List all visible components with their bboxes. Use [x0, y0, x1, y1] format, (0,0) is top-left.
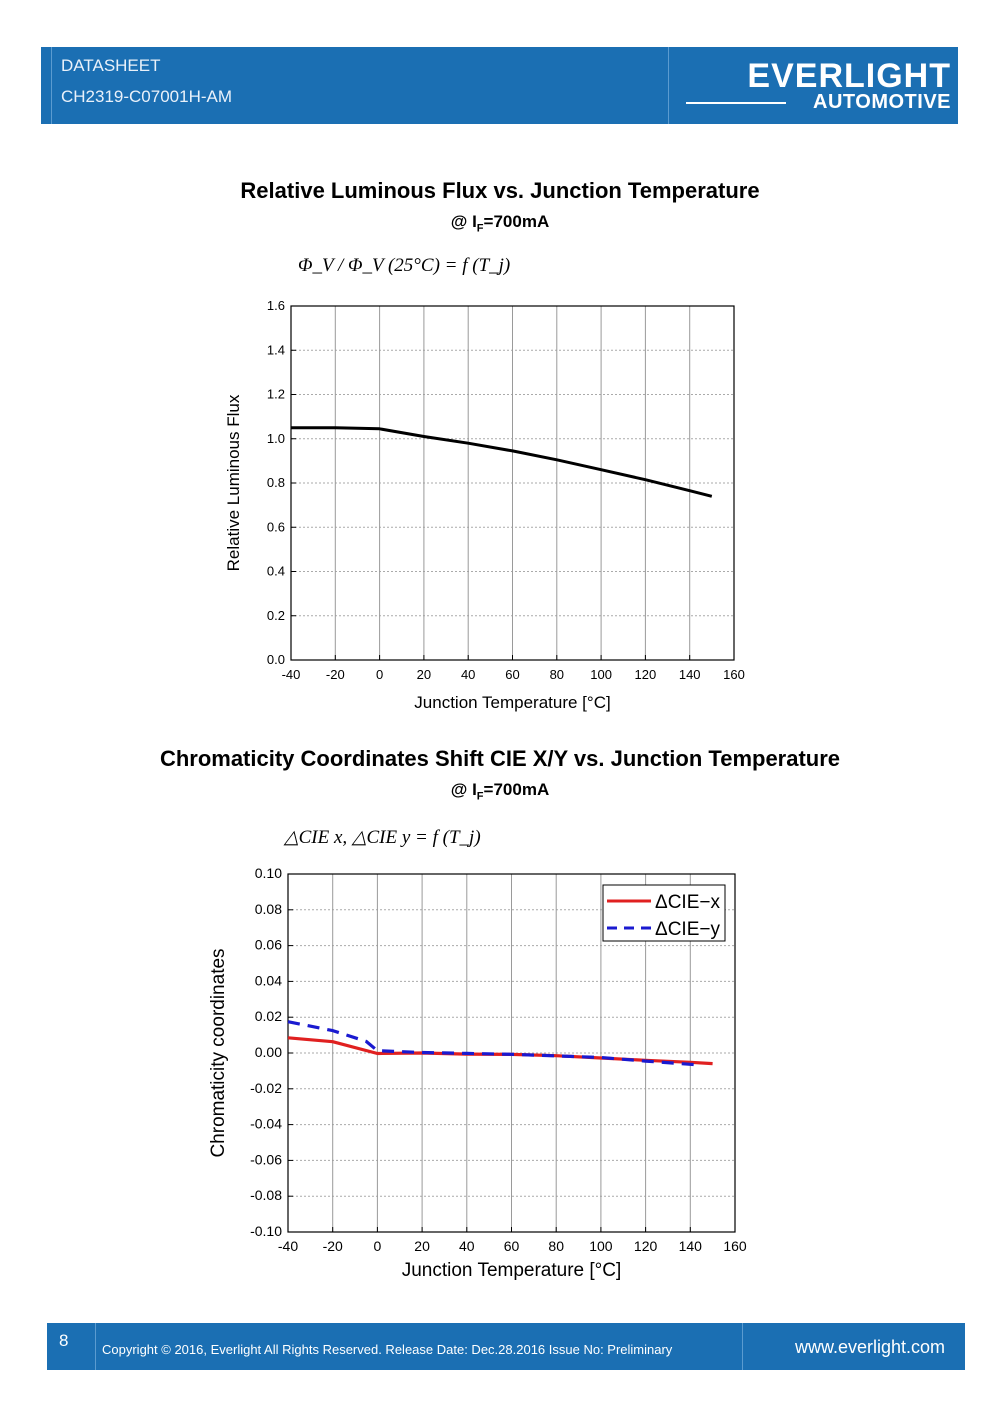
x-tick-label: 100 [590, 667, 612, 682]
y-tick-label: 1.4 [267, 342, 285, 357]
y-tick-label: -0.06 [250, 1151, 282, 1167]
footer-divider [742, 1323, 743, 1370]
x-tick-label: 0 [374, 1238, 382, 1254]
chart2-formula: △CIE x, △CIE y = f (T_j) [284, 827, 481, 848]
chart2-title: Chromaticity Coordinates Shift CIE X/Y v… [159, 746, 841, 771]
x-axis-label: Junction Temperature [°C] [414, 693, 610, 712]
x-tick-label: 100 [589, 1238, 613, 1254]
everlight-logo: EVERLIGHT AUTOMOTIVE [681, 55, 951, 117]
copyright-text: Copyright © 2016, Everlight All Rights R… [102, 1342, 673, 1357]
header-divider [668, 47, 669, 124]
brand-rule [686, 102, 786, 104]
y-tick-label: 0.0 [267, 652, 285, 667]
y-axis-label: Relative Luminous Flux [224, 394, 243, 571]
legend-box [602, 884, 726, 942]
x-tick-label: 80 [548, 1238, 564, 1254]
x-tick-label: 160 [723, 667, 745, 682]
series-line [291, 426, 713, 498]
x-tick-label: 0 [376, 667, 383, 682]
footer-bar: 8 Copyright © 2016, Everlight All Rights… [47, 1323, 965, 1370]
x-tick-label: -20 [326, 667, 345, 682]
x-tick-label: 80 [550, 667, 564, 682]
header-divider [51, 47, 52, 124]
chart1-title: Relative Luminous Flux vs. Junction Temp… [240, 178, 760, 203]
x-tick-label: 60 [504, 1238, 520, 1254]
website-link[interactable]: www.everlight.com [794, 1337, 945, 1357]
y-axis-label: Chromaticity coordinates [208, 948, 229, 1157]
datasheet-label: DATASHEET [61, 56, 161, 75]
y-tick-label: 1.6 [267, 298, 285, 313]
chart1-subtitle: @ IF=700mA [450, 212, 550, 235]
x-tick-label: -40 [278, 1238, 298, 1254]
plot-frame [287, 873, 736, 1233]
x-tick-label: 140 [679, 1238, 703, 1254]
y-tick-label: 0.4 [267, 564, 285, 579]
y-tick-label: 0.04 [255, 972, 282, 988]
legend-label: ΔCIE−y [655, 919, 720, 940]
y-tick-label: 1.0 [267, 431, 285, 446]
y-tick-label: 0.08 [255, 901, 282, 917]
x-tick-label: 60 [505, 667, 519, 682]
chart1-formula: Φ_V / Φ_V (25°C) = f (T_j) [298, 255, 511, 276]
x-tick-label: -20 [323, 1238, 343, 1254]
x-tick-label: 160 [723, 1238, 747, 1254]
x-tick-label: 20 [414, 1238, 430, 1254]
brand-name: EVERLIGHT [747, 57, 951, 95]
y-tick-label: 1.2 [267, 387, 285, 402]
y-tick-label: -0.10 [250, 1223, 282, 1239]
y-tick-label: 0.2 [267, 608, 285, 623]
x-tick-label: 140 [679, 667, 701, 682]
x-tick-label: -40 [282, 667, 301, 682]
chart2-subtitle: @ IF=700mA [450, 780, 550, 803]
header-bar: DATASHEET CH2319-C07001H-AM EVERLIGHT AU… [41, 47, 958, 124]
y-tick-label: -0.04 [250, 1116, 282, 1132]
y-tick-label: -0.02 [250, 1080, 282, 1096]
series-line [287, 1036, 713, 1066]
x-tick-label: 120 [635, 667, 657, 682]
y-tick-label: 0.02 [255, 1008, 282, 1024]
y-tick-label: 0.00 [255, 1044, 282, 1060]
footer-divider [95, 1323, 96, 1370]
y-tick-label: 0.10 [255, 865, 282, 881]
legend-label: ΔCIE−x [655, 892, 720, 913]
series-line [287, 1020, 702, 1067]
brand-sub: AUTOMOTIVE [813, 91, 951, 113]
plot-frame [290, 305, 735, 661]
page-number: 8 [59, 1331, 69, 1350]
x-tick-label: 20 [417, 667, 431, 682]
x-tick-label: 120 [634, 1238, 658, 1254]
y-tick-label: 0.06 [255, 937, 282, 953]
y-tick-label: 0.6 [267, 519, 285, 534]
part-number: CH2319-C07001H-AM [61, 87, 233, 106]
x-tick-label: 40 [459, 1238, 475, 1254]
y-tick-label: 0.8 [267, 475, 285, 490]
y-tick-label: -0.08 [250, 1187, 282, 1203]
x-tick-label: 40 [461, 667, 475, 682]
x-axis-label: Junction Temperature [°C] [402, 1260, 622, 1281]
